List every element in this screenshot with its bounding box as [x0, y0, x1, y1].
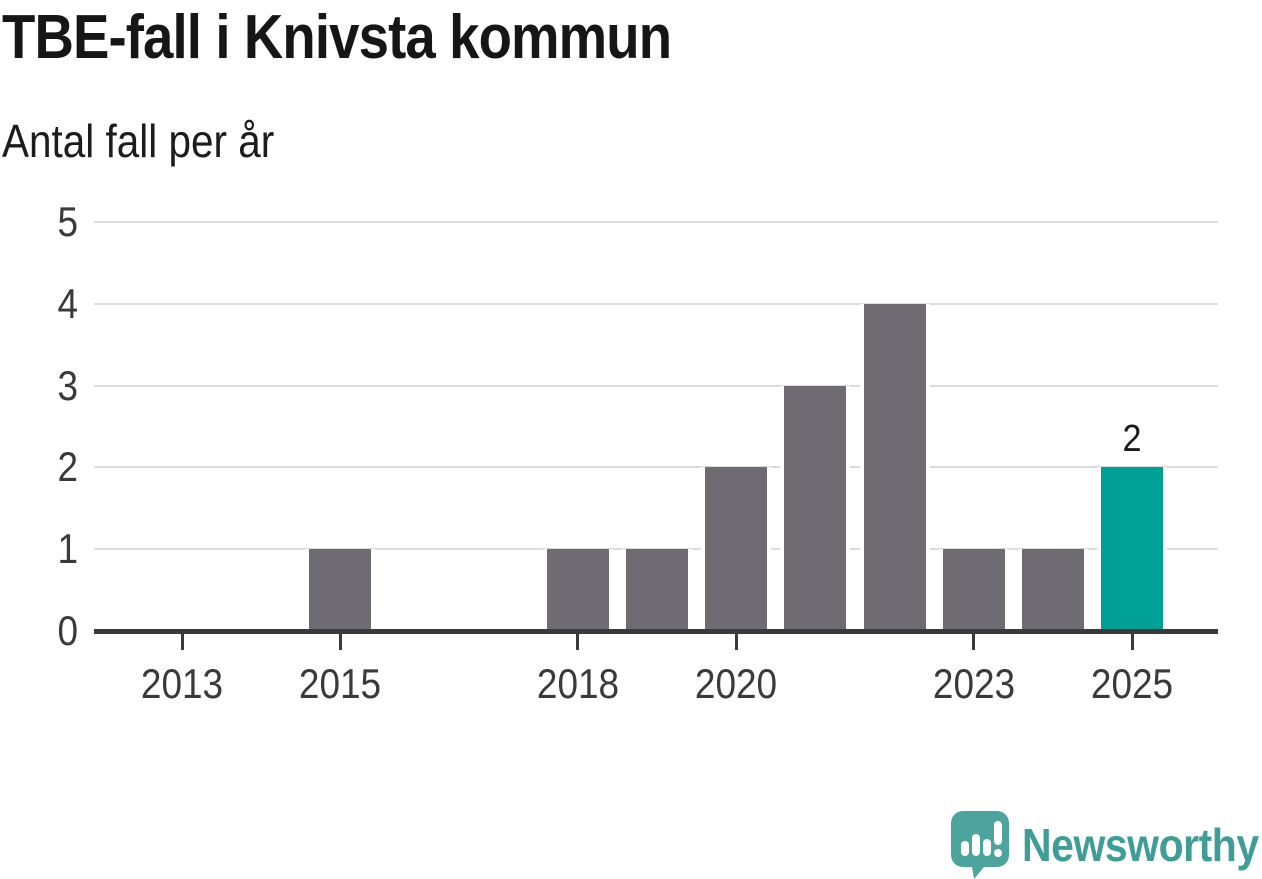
y-axis-label-2: 2: [57, 443, 78, 491]
x-axis-tick-2018: [576, 634, 580, 650]
bar-2024: [1017, 549, 1088, 631]
x-axis-tick-2020: [734, 634, 738, 650]
y-axis-label-5: 5: [57, 198, 78, 245]
x-axis-label-2015: 2015: [299, 660, 382, 707]
gridline-y4: [94, 302, 1218, 305]
brand-footer: Newsworthy: [950, 810, 1262, 879]
y-axis-label-4: 4: [57, 279, 78, 327]
x-axis-label-2013: 2013: [140, 660, 224, 707]
bar-2020: [701, 467, 772, 631]
brand-name: Newsworthy: [1022, 818, 1259, 871]
x-axis-tick-2025: [1130, 634, 1134, 650]
x-axis-tick-2023: [972, 634, 976, 650]
bar-2015: [305, 549, 376, 631]
x-axis-tick-2015: [338, 634, 342, 650]
bar-value-label-2025: 2: [1122, 418, 1142, 461]
bar-2021: [780, 385, 851, 631]
gridline-y3: [94, 384, 1218, 387]
newsworthy-logo-icon: [951, 811, 1009, 879]
x-axis-label-2020: 2020: [695, 660, 778, 707]
bar-2018: [542, 549, 613, 631]
gridline-y5: [94, 221, 1218, 223]
chart-title: TBE-fall i Knivsta kommun: [2, 3, 672, 72]
y-axis-label-3: 3: [57, 361, 78, 409]
gridline-y2: [94, 466, 1218, 469]
x-axis-label-2023: 2023: [932, 660, 1015, 707]
x-axis-label-2025: 2025: [1090, 660, 1174, 707]
bar-2025-highlighted: [1097, 467, 1168, 631]
x-axis-line: [94, 629, 1218, 634]
chart-subtitle: Antal fall per år: [2, 115, 275, 167]
bar-2023: [938, 549, 1009, 631]
x-axis-label-2018: 2018: [536, 660, 619, 707]
y-axis-label-0: 0: [57, 607, 78, 654]
bar-2019: [622, 549, 693, 631]
y-axis-label-1: 1: [57, 525, 78, 573]
bar-2022: [859, 303, 930, 631]
x-axis-tick-2013: [180, 634, 184, 650]
